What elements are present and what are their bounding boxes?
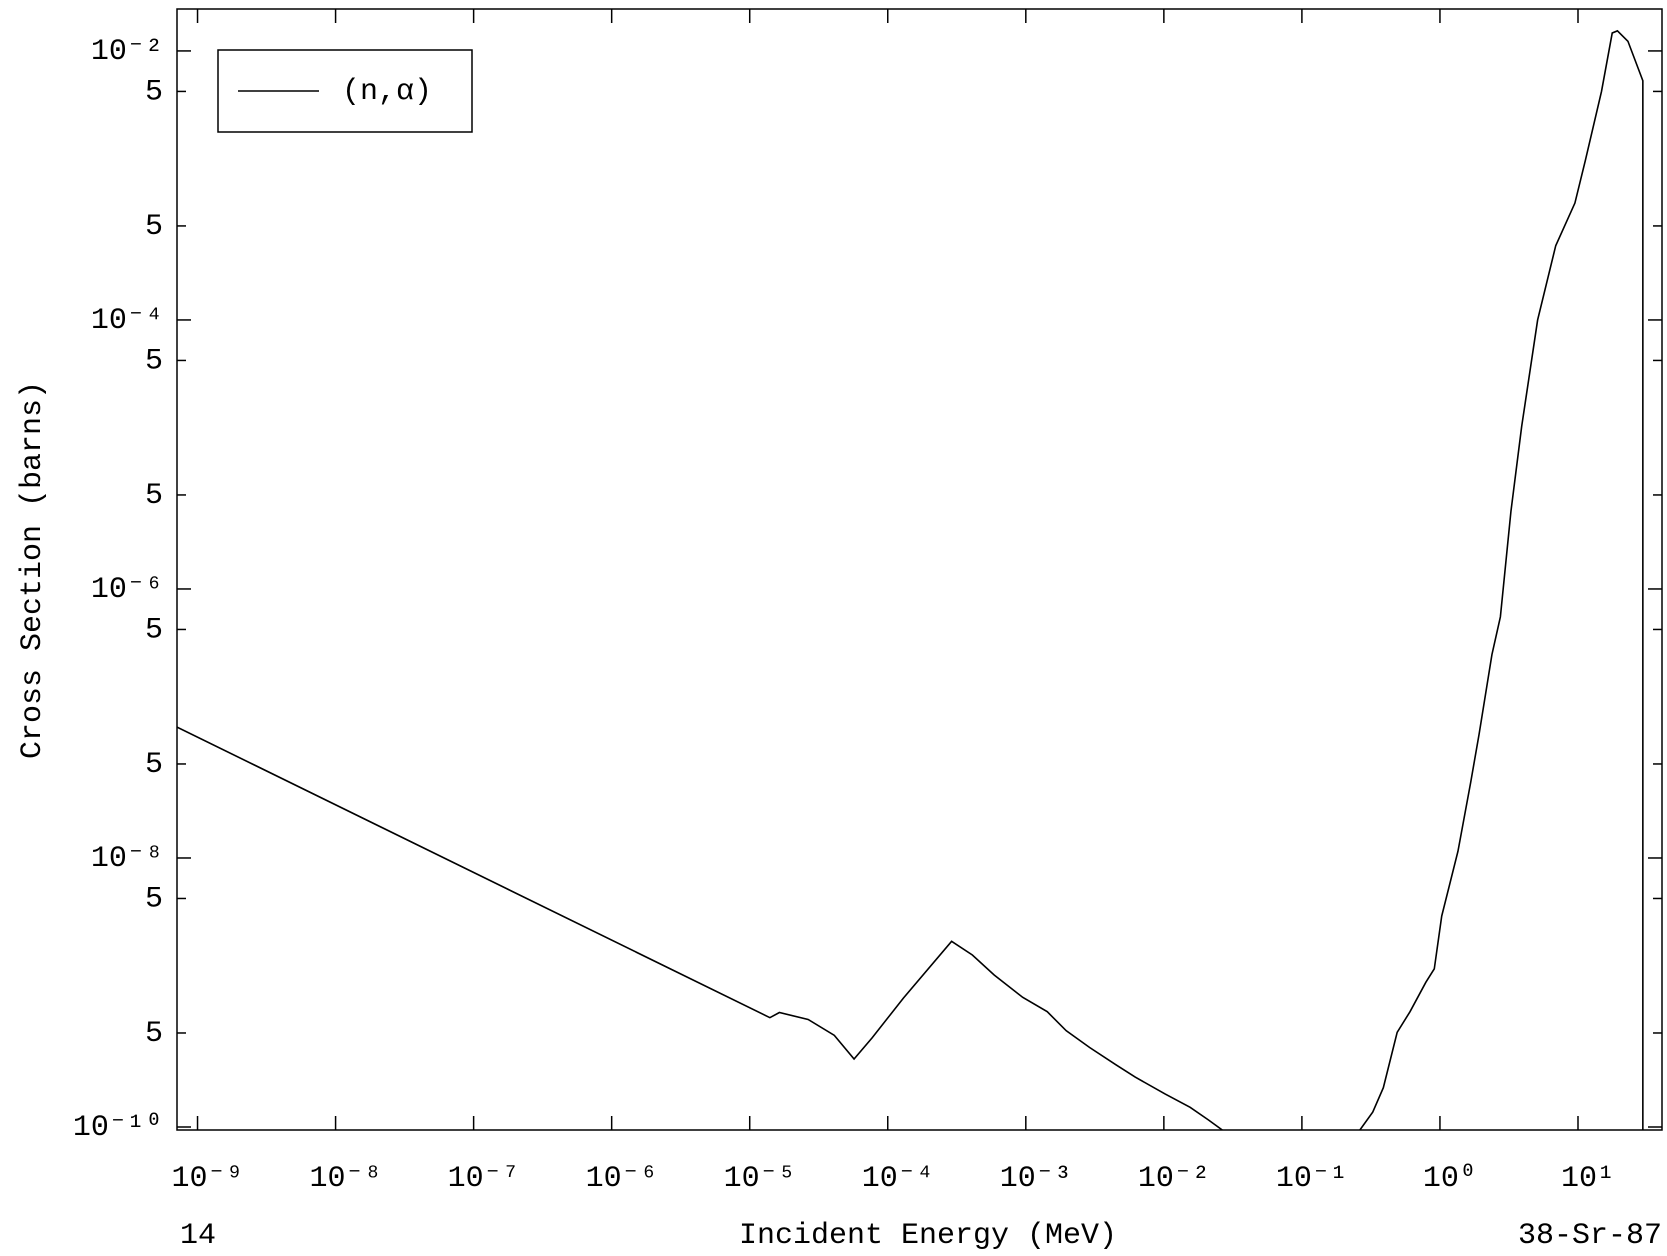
footer-right: 38-Sr-87 (1518, 1219, 1662, 1253)
y-tick-label: 5 (145, 479, 163, 513)
y-tick-label: 5 (145, 344, 163, 378)
x-tick-label: 10⁻¹ (1276, 1162, 1348, 1196)
y-tick-label: 10⁻⁴ (91, 304, 163, 338)
x-tick-label: 10⁻⁶ (586, 1162, 658, 1196)
x-tick-label: 10⁰ (1423, 1162, 1477, 1196)
footer-left: 14 (180, 1219, 216, 1253)
plot-frame (176, 8, 1663, 1131)
x-axis-label: Incident Energy (MeV) (739, 1219, 1117, 1253)
x-tick-label: 10¹ (1561, 1162, 1615, 1196)
y-tick-label: 5 (145, 613, 163, 647)
y-tick-label: 10⁻¹⁰ (73, 1111, 163, 1145)
y-tick-label: 5 (145, 75, 163, 109)
x-tick-label: 10⁻⁷ (448, 1162, 520, 1196)
legend-box (217, 49, 473, 133)
y-tick-label: 10⁻² (91, 35, 163, 69)
x-tick-label: 10⁻² (1138, 1162, 1210, 1196)
y-tick-label: 5 (145, 748, 163, 782)
x-tick-label: 10⁻⁵ (724, 1162, 796, 1196)
y-tick-label: 5 (145, 882, 163, 916)
y-tick-label: 10⁻⁶ (91, 573, 163, 607)
y-tick-label: 5 (145, 1017, 163, 1051)
y-tick-label: 5 (145, 210, 163, 244)
y-axis-label: Cross Section (barns) (16, 381, 50, 759)
x-tick-label: 10⁻⁹ (171, 1162, 243, 1196)
y-tick-label: 10⁻⁸ (91, 842, 163, 876)
x-tick-label: 10⁻⁴ (862, 1162, 934, 1196)
x-tick-label: 10⁻⁸ (310, 1162, 382, 1196)
data-line (177, 29, 1644, 1130)
legend-label: (n,α) (342, 75, 432, 109)
x-tick-label: 10⁻³ (1000, 1162, 1072, 1196)
